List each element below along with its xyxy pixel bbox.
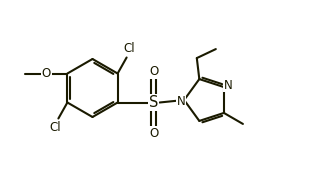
Text: N: N — [177, 94, 186, 108]
Text: O: O — [149, 127, 158, 140]
Text: Cl: Cl — [50, 121, 61, 134]
Text: O: O — [42, 67, 51, 80]
Text: Cl: Cl — [124, 42, 135, 55]
Text: O: O — [149, 65, 158, 78]
Text: N: N — [224, 79, 232, 92]
Text: S: S — [149, 95, 158, 110]
